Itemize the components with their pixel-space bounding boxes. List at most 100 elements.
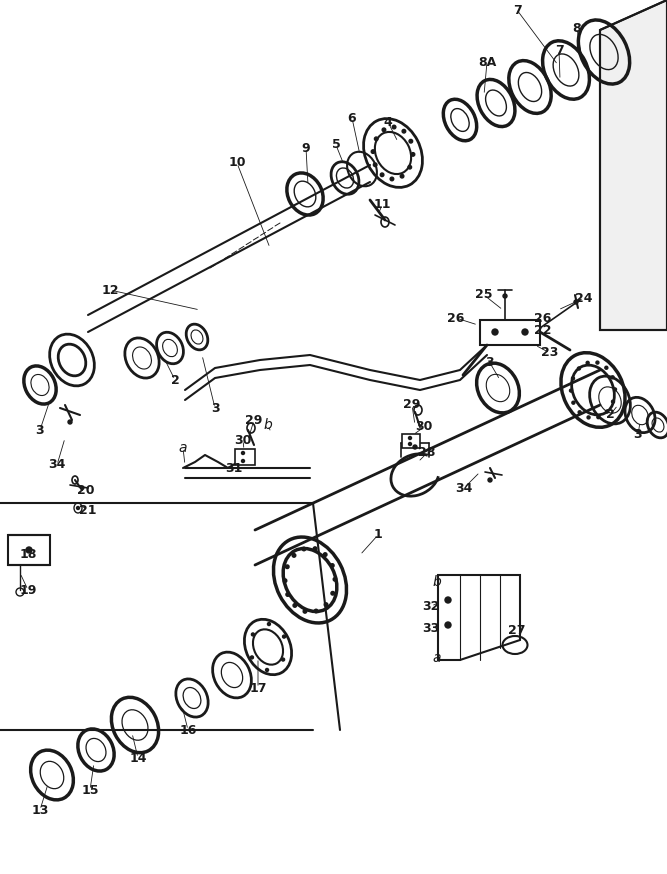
Circle shape [283,579,287,582]
Text: 1: 1 [374,529,382,542]
Circle shape [267,622,270,626]
Text: 13: 13 [31,803,49,816]
Circle shape [251,633,254,636]
Circle shape [570,389,572,392]
Circle shape [283,635,285,638]
Circle shape [285,565,289,568]
Circle shape [380,173,384,177]
Text: 3: 3 [486,357,494,370]
Text: 19: 19 [19,584,37,596]
Circle shape [241,452,245,454]
Text: 4: 4 [384,115,392,128]
Text: 28: 28 [418,447,436,460]
Text: 5: 5 [331,138,340,151]
Text: 2: 2 [171,373,179,386]
Text: 3: 3 [36,424,44,436]
Text: 26: 26 [534,311,552,324]
Circle shape [314,609,318,613]
Circle shape [445,622,451,628]
Circle shape [400,175,404,178]
Text: 31: 31 [225,461,243,475]
Circle shape [606,410,608,413]
Text: 23: 23 [542,346,559,359]
Text: 34: 34 [456,482,473,495]
Circle shape [597,416,600,419]
Circle shape [572,401,575,404]
Circle shape [408,436,412,440]
Text: 17: 17 [249,682,267,695]
Circle shape [586,361,589,364]
Text: 16: 16 [179,724,197,737]
Circle shape [374,137,378,141]
Text: 8: 8 [573,22,582,34]
Circle shape [77,507,79,510]
Circle shape [408,165,412,169]
Text: b: b [433,575,442,589]
Text: 33: 33 [422,621,440,635]
Circle shape [286,593,289,596]
Circle shape [587,416,590,419]
Text: 7: 7 [513,3,522,17]
Circle shape [488,478,492,482]
Circle shape [596,361,599,364]
Circle shape [324,603,327,607]
Text: 30: 30 [416,420,433,434]
Circle shape [68,420,72,424]
Text: 21: 21 [79,503,97,517]
Text: 11: 11 [374,198,391,212]
Circle shape [26,547,32,553]
Text: 18: 18 [19,549,37,561]
Circle shape [413,445,417,449]
Circle shape [409,140,413,143]
Polygon shape [600,0,667,330]
Text: 2: 2 [606,408,614,421]
Circle shape [574,300,578,304]
Text: 26: 26 [448,311,465,324]
Circle shape [402,129,406,133]
Text: a: a [179,441,187,455]
Text: 3: 3 [211,401,219,414]
Polygon shape [480,320,540,345]
Circle shape [612,400,614,403]
Circle shape [492,329,498,335]
Text: b: b [263,418,272,432]
Text: 32: 32 [422,600,440,613]
Text: 10: 10 [228,156,245,170]
Text: a: a [433,651,442,665]
Circle shape [331,592,335,595]
Circle shape [265,669,269,671]
Text: 29: 29 [404,399,421,412]
Circle shape [382,128,386,132]
Circle shape [578,411,581,413]
Text: 14: 14 [129,752,147,765]
Bar [235,449,255,465]
Circle shape [374,163,377,167]
Circle shape [578,367,580,370]
Circle shape [330,564,334,567]
Circle shape [302,547,305,551]
Text: 6: 6 [348,112,356,124]
Text: 20: 20 [77,483,95,496]
Text: 8A: 8A [478,56,496,68]
Circle shape [392,125,396,128]
Circle shape [334,578,337,581]
Text: 24: 24 [575,292,593,304]
Text: 25: 25 [476,288,493,302]
Circle shape [605,366,608,369]
Circle shape [241,460,245,462]
Circle shape [572,377,574,380]
Text: 27: 27 [508,623,526,636]
Circle shape [411,153,415,156]
Circle shape [522,329,528,335]
Circle shape [611,376,614,378]
Circle shape [390,177,394,181]
Text: 34: 34 [48,459,65,471]
Circle shape [292,553,295,558]
Circle shape [293,604,297,607]
Polygon shape [438,575,520,660]
Circle shape [408,442,412,446]
Text: 3: 3 [634,428,642,441]
Circle shape [614,388,616,391]
Text: 15: 15 [81,783,99,796]
Circle shape [250,656,253,659]
